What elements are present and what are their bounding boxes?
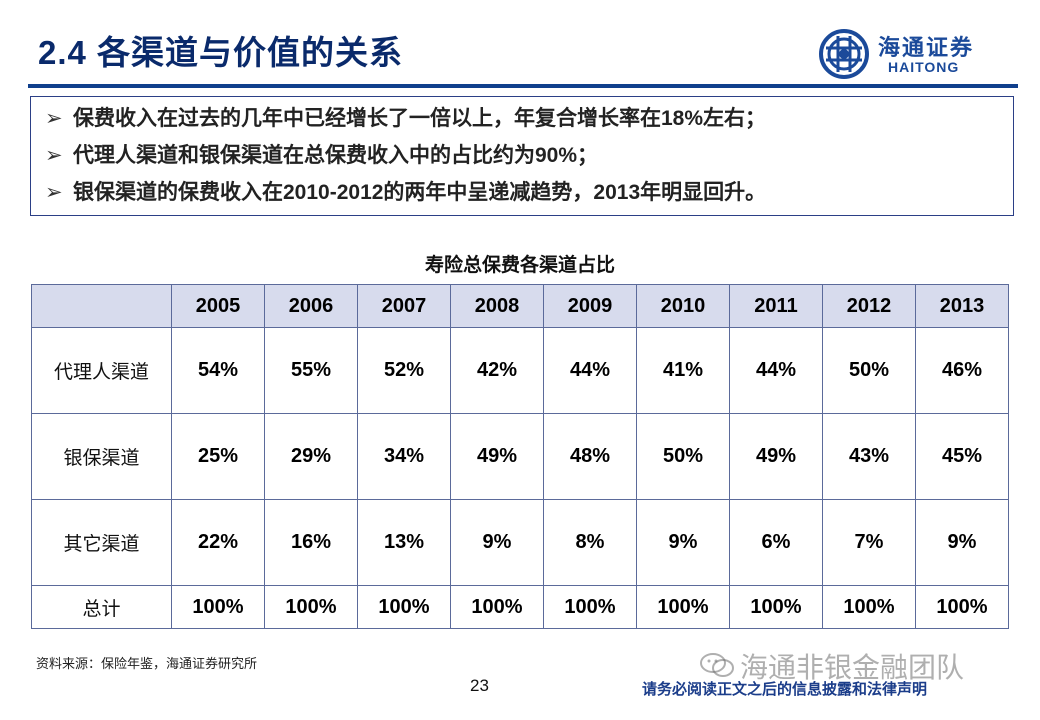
disclaimer-text: 请务必阅读正文之后的信息披露和法律声明 (642, 680, 928, 698)
table-cell: 16% (264, 499, 358, 586)
table-cell: 100% (636, 585, 730, 629)
table-cell: 50% (822, 327, 916, 414)
table-total-row: 总计 100% 100% 100% 100% 100% 100% 100% 10… (31, 585, 1009, 629)
table-cell: 52% (357, 327, 451, 414)
year-header: 2007 (357, 284, 451, 328)
table-row: 其它渠道 22% 16% 13% 9% 8% 9% 6% 7% 9% (31, 499, 1009, 586)
table-cell: 29% (264, 413, 358, 500)
company-logo: 海通证券 HAITONG (818, 26, 1018, 82)
table-cell: 100% (171, 585, 265, 629)
source-note: 资料来源：保险年鉴，海通证券研究所 (36, 657, 258, 672)
table-title: 寿险总保费各渠道占比 (424, 254, 615, 276)
year-header: 2012 (822, 284, 916, 328)
table-cell: 100% (822, 585, 916, 629)
haitong-logo-icon (819, 29, 869, 79)
year-header: 2013 (915, 284, 1009, 328)
watermark: 海通非银金融团队 (700, 644, 1020, 688)
table-cell: 48% (543, 413, 637, 500)
table-row: 代理人渠道 54% 55% 52% 42% 44% 41% 44% 50% 46… (31, 327, 1009, 414)
channel-share-table: 2005 2006 2007 2008 2009 2010 2011 2012 … (31, 284, 1009, 629)
page-title: 2.4 各渠道与价值的关系 (38, 34, 404, 71)
bullet-point: ➢ 代理人渠道和银保渠道在总保费收入中的占比约为90%； (45, 138, 598, 174)
table-row: 银保渠道 25% 29% 34% 49% 48% 50% 49% 43% 45% (31, 413, 1009, 500)
row-label: 银保渠道 (31, 413, 172, 500)
table-cell: 8% (543, 499, 637, 586)
row-label: 其它渠道 (31, 499, 172, 586)
table-cell: 49% (450, 413, 544, 500)
table-cell: 55% (264, 327, 358, 414)
table-cell: 44% (543, 327, 637, 414)
table-cell: 6% (729, 499, 823, 586)
table-cell: 100% (543, 585, 637, 629)
table-cell: 7% (822, 499, 916, 586)
table-cell: 9% (915, 499, 1009, 586)
header-divider (28, 84, 1018, 88)
table-header-row: 2005 2006 2007 2008 2009 2010 2011 2012 … (31, 284, 1009, 328)
row-label: 总计 (31, 585, 172, 629)
table-cell: 22% (171, 499, 265, 586)
watermark-text: 海通非银金融团队 (740, 652, 965, 683)
logo-chinese-text: 海通证券 (878, 35, 975, 61)
year-header: 2006 (264, 284, 358, 328)
row-label: 代理人渠道 (31, 327, 172, 414)
table-cell: 41% (636, 327, 730, 414)
year-header: 2009 (543, 284, 637, 328)
table-cell: 25% (171, 413, 265, 500)
table-cell: 100% (264, 585, 358, 629)
table-cell: 100% (357, 585, 451, 629)
year-header: 2005 (171, 284, 265, 328)
table-cell: 100% (915, 585, 1009, 629)
arrow-bullet-icon: ➢ (45, 107, 63, 130)
table-cell: 100% (450, 585, 544, 629)
table-cell: 54% (171, 327, 265, 414)
table-cell: 100% (729, 585, 823, 629)
arrow-bullet-icon: ➢ (45, 144, 63, 167)
bullet-text: 代理人渠道和银保渠道在总保费收入中的占比约为90%； (73, 144, 599, 167)
table-cell: 45% (915, 413, 1009, 500)
table-cell: 50% (636, 413, 730, 500)
table-cell: 43% (822, 413, 916, 500)
table-cell: 9% (450, 499, 544, 586)
wechat-icon (700, 653, 734, 677)
year-header: 2010 (636, 284, 730, 328)
year-header: 2011 (729, 284, 823, 328)
corner-cell (31, 284, 172, 328)
key-points-box: ➢ 保费收入在过去的几年中已经增长了一倍以上，年复合增长率在18%左右； ➢ 代理人… (30, 96, 1014, 216)
bullet-point: ➢ 保费收入在过去的几年中已经增长了一倍以上，年复合增长率在18%左右； (45, 101, 766, 137)
bullet-text: 保费收入在过去的几年中已经增长了一倍以上，年复合增长率在18%左右； (73, 107, 767, 130)
table-cell: 44% (729, 327, 823, 414)
bullet-text: 银保渠道的保费收入在2010-2012的两年中呈递减趋势，2013年明显回升。 (73, 181, 767, 204)
table-cell: 13% (357, 499, 451, 586)
logo-english-text: HAITONG (888, 59, 960, 75)
page-number: 23 (470, 676, 489, 695)
arrow-bullet-icon: ➢ (45, 181, 63, 204)
table-cell: 9% (636, 499, 730, 586)
bullet-point: ➢ 银保渠道的保费收入在2010-2012的两年中呈递减趋势，2013年明显回升。 (45, 175, 766, 211)
table-cell: 42% (450, 327, 544, 414)
table-cell: 49% (729, 413, 823, 500)
year-header: 2008 (450, 284, 544, 328)
table-cell: 34% (357, 413, 451, 500)
table-cell: 46% (915, 327, 1009, 414)
